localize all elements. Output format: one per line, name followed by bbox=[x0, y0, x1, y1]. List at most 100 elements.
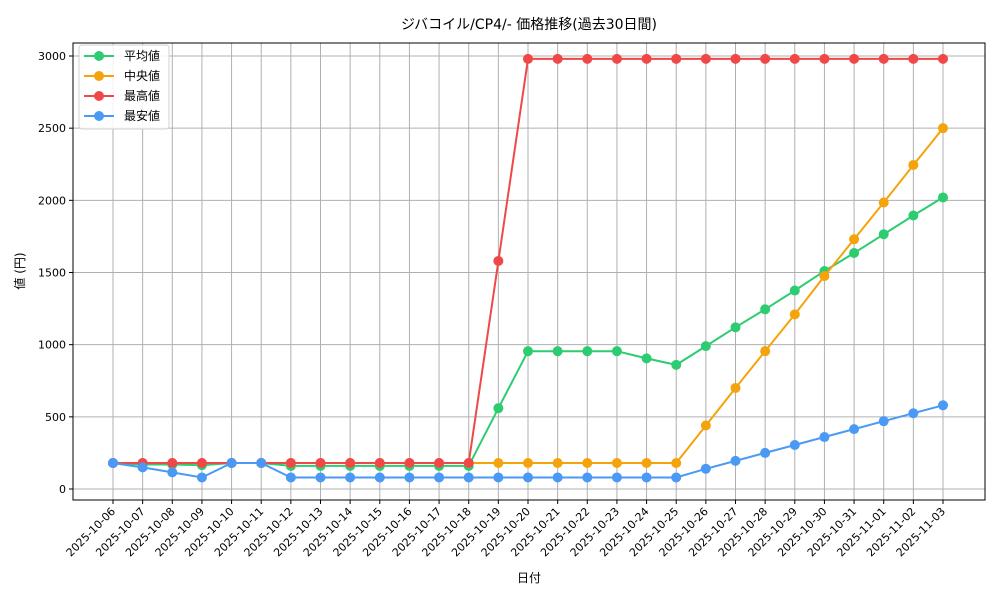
legend-label: 最高値 bbox=[124, 88, 160, 103]
data-point bbox=[315, 472, 326, 483]
legend-marker-icon bbox=[94, 71, 104, 81]
data-point bbox=[463, 458, 474, 469]
data-point bbox=[849, 424, 860, 435]
series-lines bbox=[108, 53, 948, 483]
data-point bbox=[345, 458, 356, 469]
data-point bbox=[671, 359, 682, 370]
data-point bbox=[493, 403, 504, 414]
data-point bbox=[137, 462, 148, 473]
legend-item: 最安値 bbox=[84, 108, 160, 123]
data-point bbox=[878, 229, 889, 240]
y-tick-label: 1500 bbox=[38, 267, 66, 280]
data-point bbox=[819, 271, 830, 282]
data-point bbox=[404, 458, 415, 469]
data-point bbox=[878, 197, 889, 208]
data-point bbox=[167, 458, 178, 469]
data-point bbox=[493, 458, 504, 469]
data-point bbox=[434, 472, 445, 483]
data-point bbox=[849, 248, 860, 259]
data-point bbox=[849, 234, 860, 245]
legend-item: 平均値 bbox=[84, 48, 160, 63]
y-tick-label: 2000 bbox=[38, 194, 66, 207]
legend-marker-icon bbox=[94, 91, 104, 101]
chart-title: ジバコイル/CP4/- 価格推移(過去30日間) bbox=[401, 17, 657, 33]
data-point bbox=[108, 458, 118, 469]
data-point bbox=[938, 192, 948, 203]
series-最安値 bbox=[108, 400, 948, 483]
legend-marker-icon bbox=[94, 111, 104, 121]
data-point bbox=[434, 458, 445, 469]
data-point bbox=[789, 53, 800, 64]
data-point bbox=[908, 210, 919, 221]
data-point bbox=[789, 439, 800, 450]
data-point bbox=[671, 472, 682, 483]
data-point bbox=[819, 432, 830, 443]
data-point bbox=[374, 472, 385, 483]
data-point bbox=[611, 346, 622, 357]
data-point bbox=[938, 53, 948, 64]
data-point bbox=[760, 304, 771, 315]
data-point bbox=[345, 472, 356, 483]
data-point bbox=[523, 346, 533, 357]
legend-box bbox=[78, 44, 170, 130]
data-point bbox=[552, 472, 563, 483]
y-tick-label: 3000 bbox=[38, 50, 66, 63]
data-point bbox=[878, 416, 889, 427]
data-point bbox=[700, 341, 711, 352]
data-point bbox=[552, 53, 563, 64]
data-point bbox=[730, 382, 741, 393]
data-point bbox=[760, 53, 771, 64]
data-point bbox=[167, 467, 178, 478]
legend-marker-icon bbox=[94, 51, 104, 61]
data-point bbox=[730, 322, 741, 333]
data-point bbox=[908, 159, 919, 170]
data-point bbox=[611, 472, 622, 483]
data-point bbox=[582, 458, 593, 469]
data-point bbox=[789, 309, 800, 320]
data-point bbox=[611, 53, 622, 64]
y-axis: 0 500 1000 1500 2000 2500 3000 bbox=[38, 50, 73, 496]
data-point bbox=[582, 472, 593, 483]
y-tick-label: 500 bbox=[45, 411, 66, 424]
y-axis-title: 値 (円) bbox=[12, 252, 27, 289]
data-point bbox=[641, 458, 652, 469]
data-point bbox=[226, 458, 237, 469]
data-point bbox=[671, 458, 682, 469]
data-point bbox=[256, 458, 267, 469]
data-point bbox=[908, 53, 919, 64]
data-point bbox=[611, 458, 622, 469]
data-point bbox=[730, 455, 741, 466]
data-point bbox=[493, 472, 504, 483]
x-axis-title: 日付 bbox=[517, 571, 541, 585]
data-point bbox=[641, 353, 652, 364]
data-point bbox=[908, 408, 919, 419]
data-point bbox=[671, 53, 682, 64]
data-point bbox=[552, 458, 563, 469]
data-point bbox=[196, 472, 207, 483]
data-point bbox=[849, 53, 860, 64]
data-point bbox=[523, 458, 533, 469]
data-point bbox=[285, 458, 296, 469]
data-point bbox=[789, 285, 800, 296]
legend-label: 平均値 bbox=[124, 48, 160, 63]
data-point bbox=[493, 255, 504, 266]
x-axis: 2025-10-062025-10-072025-10-082025-10-09… bbox=[64, 500, 948, 559]
data-point bbox=[552, 346, 563, 357]
data-point bbox=[938, 123, 948, 134]
y-tick-label: 2500 bbox=[38, 122, 66, 135]
data-point bbox=[700, 463, 711, 474]
legend-label: 中央値 bbox=[124, 68, 160, 83]
data-point bbox=[730, 53, 741, 64]
plot-frame bbox=[72, 42, 986, 501]
data-point bbox=[760, 447, 771, 458]
data-point bbox=[196, 458, 207, 469]
data-point bbox=[938, 400, 948, 411]
legend-item: 最高値 bbox=[84, 88, 160, 103]
data-point bbox=[760, 346, 771, 357]
legend-item: 中央値 bbox=[84, 68, 160, 83]
data-point bbox=[463, 472, 474, 483]
legend-label: 最安値 bbox=[124, 108, 160, 123]
